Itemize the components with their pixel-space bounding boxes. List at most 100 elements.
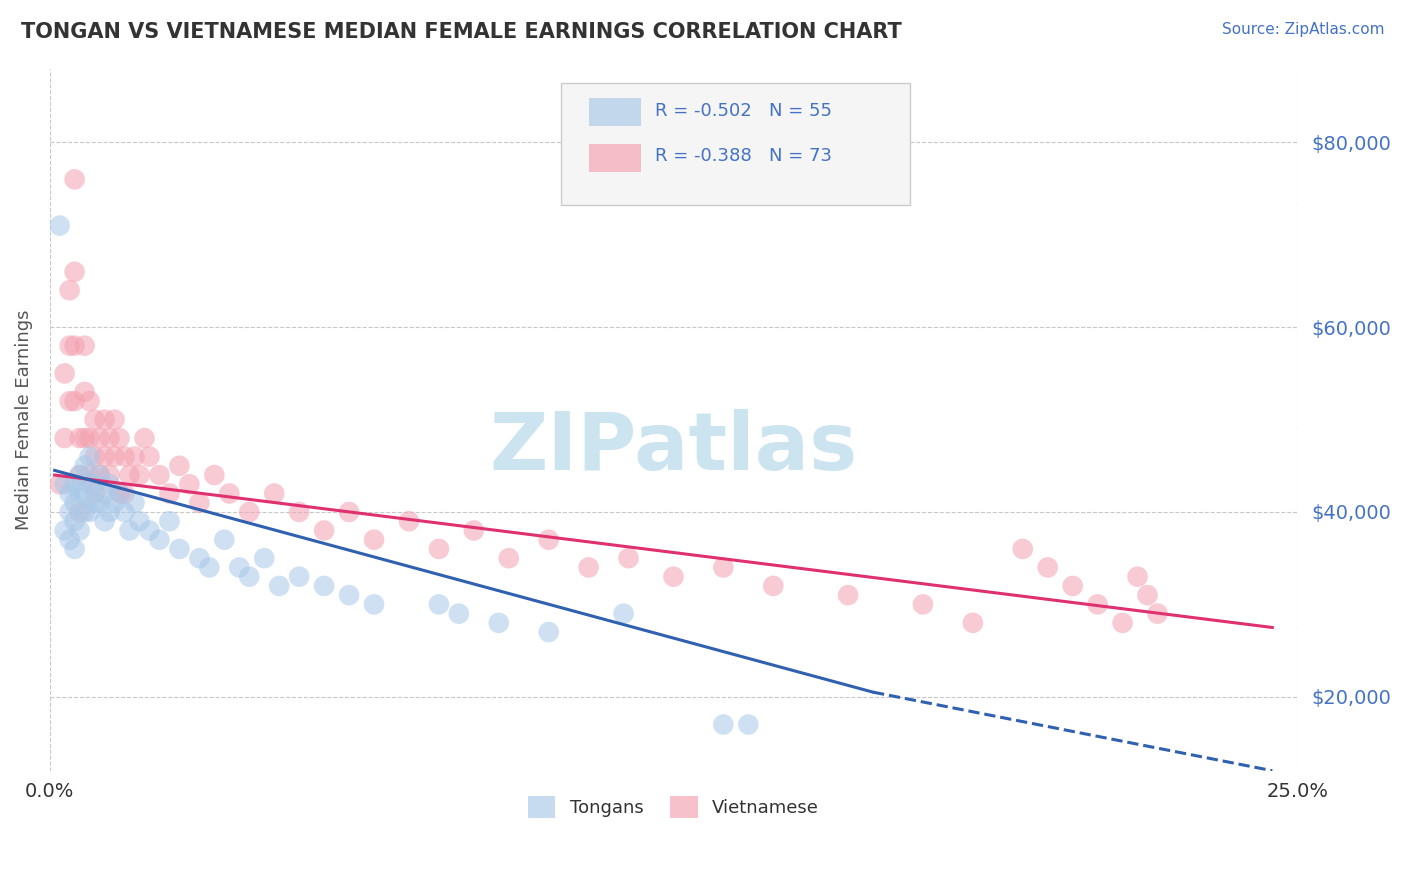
Point — [1146, 607, 1168, 621]
Point — [98, 505, 121, 519]
Point — [63, 514, 86, 528]
Point — [837, 588, 859, 602]
Point — [103, 496, 125, 510]
Point — [59, 486, 82, 500]
Point — [188, 551, 211, 566]
Point — [238, 569, 260, 583]
Text: R = -0.388   N = 73: R = -0.388 N = 73 — [655, 147, 832, 165]
Point — [288, 505, 311, 519]
Point — [617, 551, 640, 566]
Point — [73, 384, 96, 399]
Point — [1087, 598, 1109, 612]
Point — [447, 607, 470, 621]
Point — [98, 477, 121, 491]
Point — [118, 524, 141, 538]
Point — [73, 339, 96, 353]
Point — [59, 283, 82, 297]
Point — [711, 560, 734, 574]
Point — [148, 468, 170, 483]
Point — [79, 431, 101, 445]
Point — [63, 265, 86, 279]
Point — [1036, 560, 1059, 574]
Point — [73, 431, 96, 445]
Point — [83, 412, 105, 426]
Point — [214, 533, 236, 547]
Point — [103, 412, 125, 426]
Point — [108, 431, 131, 445]
Point — [263, 486, 285, 500]
Point — [69, 468, 91, 483]
Point — [69, 431, 91, 445]
Point — [662, 569, 685, 583]
Point — [89, 468, 111, 483]
FancyBboxPatch shape — [589, 98, 641, 126]
Point — [83, 496, 105, 510]
Point — [103, 450, 125, 464]
Point — [363, 533, 385, 547]
Point — [202, 468, 225, 483]
Point — [134, 431, 156, 445]
Point — [612, 607, 634, 621]
Point — [98, 431, 121, 445]
Point — [148, 533, 170, 547]
Point — [288, 569, 311, 583]
Point — [108, 486, 131, 500]
Point — [238, 505, 260, 519]
Point — [73, 486, 96, 500]
Point — [463, 524, 485, 538]
Y-axis label: Median Female Earnings: Median Female Earnings — [15, 310, 32, 530]
Point — [98, 468, 121, 483]
Point — [48, 219, 70, 233]
Point — [128, 468, 150, 483]
Point — [198, 560, 221, 574]
Point — [79, 450, 101, 464]
Point — [69, 505, 91, 519]
Point — [89, 431, 111, 445]
Point — [269, 579, 291, 593]
Point — [737, 717, 759, 731]
Point — [159, 514, 181, 528]
Point — [762, 579, 785, 593]
Point — [1111, 615, 1133, 630]
Point — [83, 486, 105, 500]
Point — [53, 524, 76, 538]
Point — [537, 625, 560, 640]
Point — [79, 468, 101, 483]
Point — [314, 579, 336, 593]
Point — [59, 394, 82, 409]
Point — [93, 486, 115, 500]
Point — [69, 486, 91, 500]
Point — [218, 486, 240, 500]
Point — [128, 514, 150, 528]
Point — [53, 367, 76, 381]
Point — [498, 551, 520, 566]
Point — [73, 458, 96, 473]
Point — [114, 486, 136, 500]
Point — [337, 588, 360, 602]
Point — [63, 172, 86, 186]
Point — [89, 496, 111, 510]
Point — [314, 524, 336, 538]
Point — [124, 450, 146, 464]
Point — [48, 477, 70, 491]
FancyBboxPatch shape — [561, 83, 911, 205]
Point — [138, 524, 160, 538]
Point — [962, 615, 984, 630]
Point — [427, 541, 450, 556]
Point — [69, 468, 91, 483]
Legend: Tongans, Vietnamese: Tongans, Vietnamese — [520, 789, 827, 825]
Point — [63, 541, 86, 556]
Point — [169, 458, 191, 473]
Point — [363, 598, 385, 612]
Point — [63, 496, 86, 510]
Point — [93, 450, 115, 464]
Point — [578, 560, 600, 574]
Point — [537, 533, 560, 547]
Point — [488, 615, 510, 630]
Point — [711, 717, 734, 731]
Point — [253, 551, 276, 566]
Point — [63, 477, 86, 491]
Point — [1011, 541, 1033, 556]
Point — [124, 496, 146, 510]
Point — [63, 394, 86, 409]
